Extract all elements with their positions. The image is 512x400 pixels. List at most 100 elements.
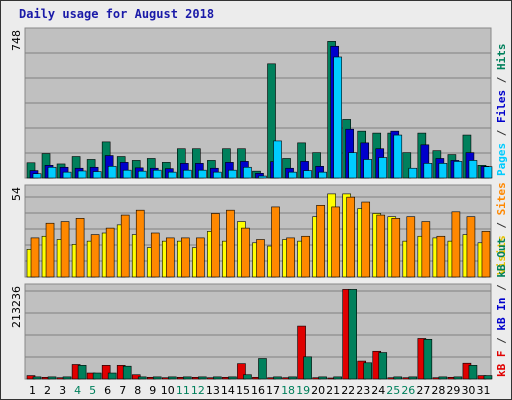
bar-kb-out xyxy=(122,365,132,380)
bar-sites xyxy=(211,213,220,278)
bar-kb-out xyxy=(288,376,297,380)
chart-title: Daily usage for August 2018 xyxy=(19,7,215,21)
bar-pages xyxy=(303,170,312,179)
bar-pages xyxy=(32,173,42,179)
bar-sites xyxy=(271,206,280,278)
bar-pages xyxy=(152,169,162,179)
bar-pages xyxy=(483,166,493,179)
bar-kb-f xyxy=(237,363,246,380)
bar-sites xyxy=(286,237,295,278)
bar-kb-out xyxy=(152,376,162,380)
bar-kb-out xyxy=(348,289,357,380)
bar-pages xyxy=(183,169,192,179)
bar-sites xyxy=(406,216,416,278)
bar-kb-out xyxy=(198,376,207,380)
y-max-label-kbytes: 213236 xyxy=(10,286,23,328)
x-tick-label: 30 xyxy=(461,384,475,397)
bar-pages xyxy=(408,167,418,179)
bar-pages xyxy=(47,166,57,179)
bar-pages xyxy=(213,171,222,179)
bar-sites xyxy=(331,206,340,278)
x-tick-label: 17 xyxy=(266,384,280,397)
bar-sites xyxy=(241,227,250,278)
bar-sites xyxy=(391,218,401,278)
x-tick-label: 23 xyxy=(356,384,370,397)
bar-kb-out xyxy=(228,376,237,380)
bar-kb-out xyxy=(333,376,342,380)
bar-sites xyxy=(316,204,325,278)
bar-kb-out xyxy=(167,376,177,380)
x-tick-label: 18 xyxy=(281,384,295,397)
x-tick-label: 22 xyxy=(341,384,355,397)
axis-label-part: Sites xyxy=(495,182,508,215)
bar-pages xyxy=(198,169,207,179)
bar-kb-out xyxy=(273,376,282,380)
bar-pages xyxy=(107,165,117,179)
axis-label-hits: Pages / Files / Hits xyxy=(495,44,508,177)
x-tick-label: 5 xyxy=(89,384,96,397)
bar-pages xyxy=(438,163,448,179)
bar-pages xyxy=(137,170,147,179)
bar-sites xyxy=(421,221,431,278)
bar-pages xyxy=(258,175,267,179)
bar-pages xyxy=(77,170,87,179)
axis-label-part: kB In xyxy=(495,298,508,331)
bar-hits xyxy=(402,152,412,179)
bar-pages xyxy=(62,171,72,179)
bar-pages xyxy=(348,152,357,179)
bar-pages xyxy=(453,161,463,179)
bar-kb-out xyxy=(47,376,57,380)
bar-pages xyxy=(423,163,433,179)
x-tick-label: 2 xyxy=(44,384,51,397)
x-tick-label: 29 xyxy=(446,384,460,397)
x-tick-label: 24 xyxy=(371,384,385,397)
bar-kb-out xyxy=(393,376,403,380)
x-tick-label: 1 xyxy=(29,384,36,397)
x-tick-label: 9 xyxy=(149,384,156,397)
x-tick-label: 26 xyxy=(401,384,415,397)
bar-kb-out xyxy=(258,358,267,380)
x-tick-label: 31 xyxy=(476,384,490,397)
bar-pages xyxy=(167,171,177,179)
x-tick-label: 20 xyxy=(311,384,325,397)
x-tick-label: 14 xyxy=(221,384,235,397)
axis-label-part: / xyxy=(495,70,508,90)
x-tick-label: 19 xyxy=(296,384,310,397)
x-tick-label: 15 xyxy=(236,384,250,397)
bar-kb-out xyxy=(62,376,72,380)
bar-sites xyxy=(165,237,175,278)
bar-pages xyxy=(273,140,282,179)
bar-sites xyxy=(361,201,371,278)
axis-label-part: Pages xyxy=(495,143,508,176)
bar-kb-out xyxy=(483,375,493,380)
axis-label-part: / xyxy=(495,331,508,351)
bar-kb-out xyxy=(453,376,463,380)
y-max-label-visits: 54 xyxy=(10,187,23,201)
bar-sites xyxy=(466,216,476,278)
x-tick-label: 25 xyxy=(386,384,400,397)
bar-pages xyxy=(318,171,327,179)
bar-sites xyxy=(196,237,205,278)
axis-label-part: / xyxy=(495,278,508,298)
bar-kb-out xyxy=(468,365,478,380)
bar-kb-out xyxy=(183,376,192,380)
bar-pages xyxy=(363,159,373,179)
plot-area-kbytes xyxy=(24,283,492,380)
bar-kb-out xyxy=(408,376,418,380)
bar-sites xyxy=(90,234,100,278)
axis-label-part: kB F xyxy=(495,351,508,378)
bar-kb-out xyxy=(363,362,373,380)
y-max-label-hits: 748 xyxy=(10,30,23,51)
bar-pages xyxy=(378,157,388,179)
axis-label-part: Files xyxy=(495,90,508,123)
bar-sites xyxy=(181,237,190,278)
bar-kb-out xyxy=(137,376,147,380)
bar-kb-out xyxy=(378,352,388,380)
bar-sites xyxy=(120,214,130,278)
x-tick-label: 3 xyxy=(59,384,66,397)
bar-kb-f xyxy=(297,325,306,380)
axis-label-part: Hits xyxy=(495,44,508,71)
bar-kb-out xyxy=(77,365,87,380)
bar-sites xyxy=(226,209,235,278)
bar-kb-out xyxy=(32,376,42,380)
